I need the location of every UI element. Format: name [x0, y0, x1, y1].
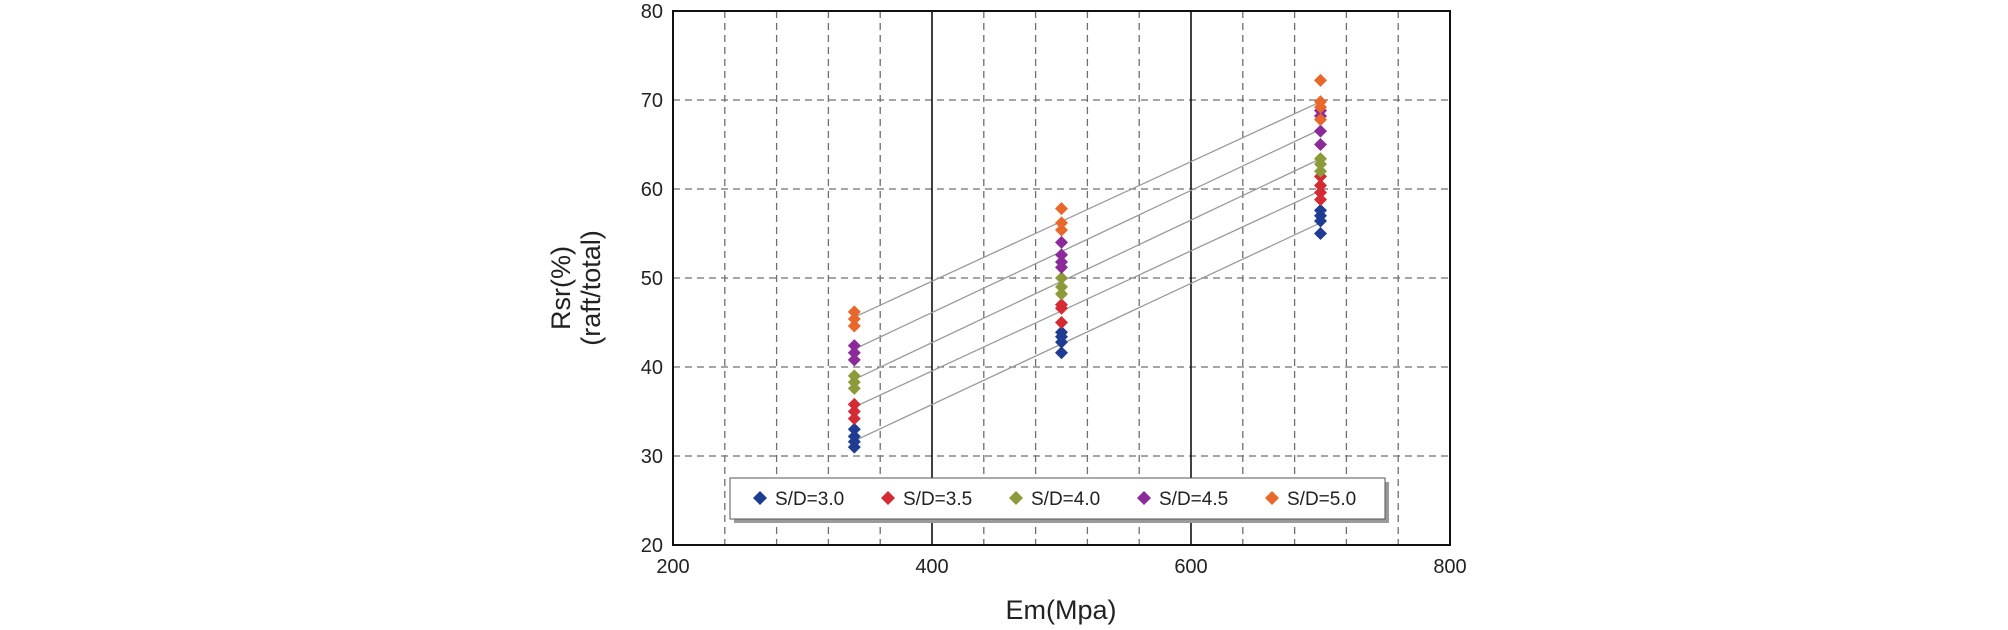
point-s1-12 [1314, 203, 1327, 217]
point-s1-8 [1055, 325, 1068, 339]
point-s4-7 [1055, 235, 1068, 249]
point-s2-9 [1314, 178, 1327, 192]
point-s4-8 [1314, 138, 1327, 151]
legend-marker-4 [1137, 491, 1151, 505]
point-s3-9 [1314, 152, 1327, 166]
point-s5-10 [1314, 73, 1327, 87]
point-s4-3 [847, 339, 861, 353]
point-s3-7 [1314, 164, 1327, 178]
y-tick-label-50: 50 [641, 268, 663, 290]
legend-label-1: S/D=3.0 [775, 489, 844, 510]
point-s5-6 [1055, 202, 1068, 216]
x-tick-label-400: 400 [915, 556, 948, 578]
point-s5-5 [1055, 216, 1068, 230]
legend-marker-2 [881, 491, 895, 505]
legend-label-3: S/D=4.0 [1031, 489, 1100, 510]
trend-line-4 [854, 128, 1321, 350]
point-s2-4 [1055, 316, 1068, 329]
point-s4-5 [1055, 255, 1068, 269]
point-s1-5 [1055, 346, 1068, 360]
y-tick-label-70: 70 [641, 90, 663, 112]
x-tick-label-800: 800 [1433, 556, 1466, 578]
point-s4-1 [847, 353, 861, 367]
point-s5-9 [1314, 95, 1327, 109]
y-tick-label-80: 80 [641, 1, 663, 23]
point-s1-9 [1314, 227, 1327, 240]
grid [673, 11, 1450, 545]
x-axis-title: Em(Mpa) [1005, 595, 1116, 625]
legend-marker-1 [753, 491, 767, 505]
trend-line-1 [854, 222, 1321, 442]
plot-frame [672, 10, 1451, 546]
point-s5-7 [1314, 113, 1327, 127]
trend-line-3 [854, 158, 1321, 381]
point-s3-4 [1055, 287, 1068, 301]
y-tick-label-40: 40 [641, 357, 663, 379]
trend-line-5 [854, 101, 1321, 318]
point-s5-3 [847, 305, 861, 319]
y-tick-label-60: 60 [641, 179, 663, 201]
legend-label-2: S/D=3.5 [903, 489, 972, 510]
point-s2-8 [1314, 186, 1327, 200]
point-s4-2 [847, 346, 861, 360]
point-s4-6 [1055, 248, 1068, 262]
trend-line-2 [854, 190, 1321, 408]
legend-label-4: S/D=4.5 [1159, 489, 1228, 510]
y-axis-title: Rsr(%) (raft/total) [546, 230, 606, 346]
point-s4-9 [1314, 124, 1327, 138]
y-axis-title-line2: (raft/total) [576, 230, 606, 346]
point-s5-2 [847, 312, 861, 326]
y-tick-label-30: 30 [641, 446, 663, 468]
x-tick-label-600: 600 [1174, 556, 1207, 578]
point-s1-3 [847, 429, 861, 443]
point-s5-4 [1055, 223, 1068, 237]
y-axis-title-line1: Rsr(%) [546, 246, 576, 330]
point-s2-2 [847, 405, 861, 418]
trend-lines [854, 101, 1321, 442]
legend-marker-5 [1265, 491, 1279, 505]
tick-labels: 200 400 600 800 20 30 40 50 60 70 80 [641, 1, 1467, 578]
point-s3-6 [1055, 271, 1068, 285]
legend-marker-3 [1009, 491, 1023, 505]
y-tick-label-20: 20 [641, 535, 663, 557]
x-tick-label-200: 200 [656, 556, 689, 578]
point-s1-4 [847, 422, 861, 436]
legend-items: S/D=3.0 S/D=3.5 S/D=4.0 S/D=4.5 S/D=5.0 [753, 489, 1356, 510]
data-points [847, 73, 1327, 454]
legend-label-5: S/D=5.0 [1287, 489, 1356, 510]
point-s3-5 [1055, 280, 1068, 294]
point-s2-6 [1055, 298, 1068, 312]
point-s3-3 [847, 369, 861, 383]
legend: S/D=3.0 S/D=3.5 S/D=4.0 S/D=4.5 S/D=5.0 [729, 477, 1389, 523]
point-s2-1 [847, 412, 861, 426]
point-s2-3 [847, 397, 861, 411]
point-s5-1 [847, 319, 861, 333]
point-s2-7 [1314, 193, 1327, 207]
